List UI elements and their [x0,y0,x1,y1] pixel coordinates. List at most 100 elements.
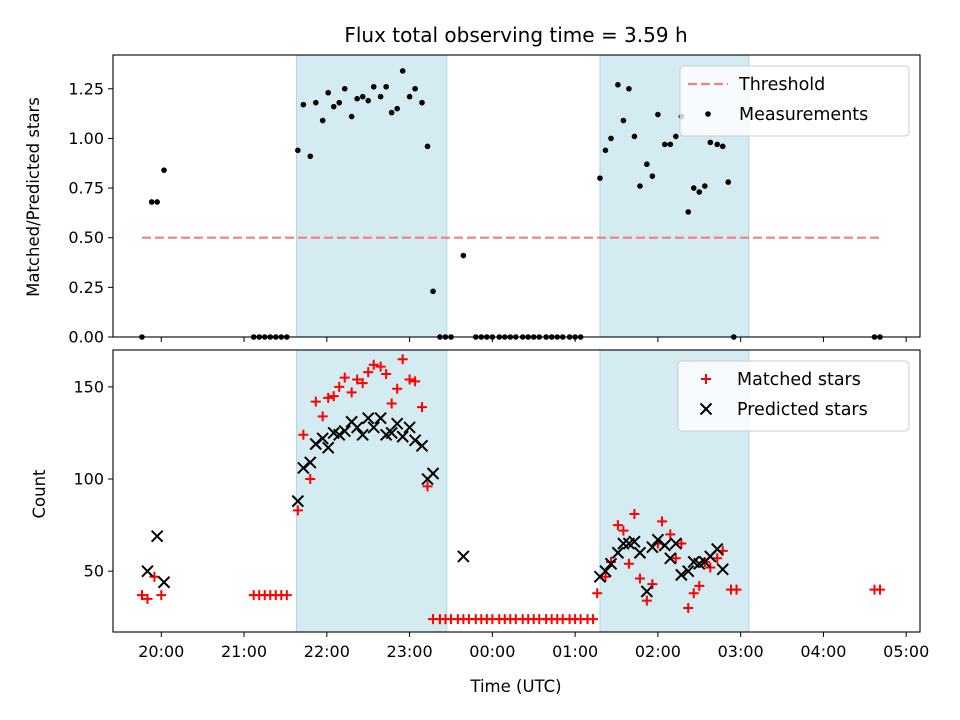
data-point [615,81,621,88]
top-plot-frame [112,54,921,338]
data-point [731,584,742,595]
data-point [142,593,153,604]
data-point [725,179,732,185]
data-point [592,588,603,599]
series-predicted-stars [141,411,729,598]
data-point [419,99,425,106]
data-point [312,99,319,106]
data-point [394,105,400,112]
y-tick-label: 0.25 [68,278,104,297]
data-point [626,85,632,92]
data-point [367,421,380,434]
data-point [292,505,303,516]
data-point [317,411,328,422]
y-tick-label: 50 [84,562,104,581]
data-point [422,481,433,492]
x-tick-label: 04:00 [800,642,846,661]
data-point [617,537,630,550]
legend-box [679,65,910,137]
data-point [321,441,335,454]
data-point [149,571,160,582]
bottom-plot-frame [112,349,921,633]
legend-label: Predicted stars [737,400,868,420]
data-point [300,101,307,108]
data-point [649,173,656,179]
data-point [719,143,726,150]
legend-marker [701,374,711,384]
legend-box [677,360,910,432]
chart-title: Flux total observing time = 3.59 h [344,23,687,47]
data-point [385,426,398,440]
data-point [628,535,641,548]
data-point [683,603,694,614]
data-point [637,183,643,189]
y-ticks-top: 0.00 0.25 0.50 0.75 1.00 1.25 [68,79,113,347]
x-ticks-bottom: 20:00 21:00 22:00 23:00 00:00 01:00 02:00 03:00… [138,632,929,661]
y-axis-label-bottom: Count [30,469,49,519]
top-panel: 0.00 0.25 0.50 0.75 1.00 1.25 Flux total obse… [24,23,921,347]
data-point [304,456,317,469]
data-point [392,383,403,394]
data-point [359,93,366,100]
data-point [406,93,413,100]
data-point [412,85,418,92]
data-point [354,95,360,102]
data-point [348,113,355,120]
y-tick-label: 150 [73,377,104,396]
data-point [707,139,714,146]
data-point [375,361,386,372]
data-point [368,359,379,370]
data-point [702,183,708,189]
x-tick-label: 22:00 [304,642,350,661]
data-point [386,398,397,409]
x-tick-label: 02:00 [635,642,681,661]
legend-bottom: Matched stars Predicted stars [677,360,910,432]
data-point [669,537,683,550]
x-axis-label: Time (UTC) [469,677,561,696]
data-point [712,553,723,564]
data-point [357,378,368,389]
x-tick-label: 23:00 [387,642,433,661]
data-point [334,381,345,392]
x-tick-label: 05:00 [883,642,929,661]
data-point [629,509,640,520]
data-point [415,439,429,453]
data-point [634,573,645,584]
data-point [664,552,677,565]
data-point [682,564,695,578]
data-point [338,424,351,438]
legend-top: Threshold Measurements [679,65,910,137]
data-point [588,614,599,625]
data-point [148,199,155,205]
series-layer-bottom [136,354,885,625]
shaded-interval-1 [295,54,448,338]
x-tick-label: 01:00 [552,642,598,661]
data-point [298,429,309,440]
data-point [460,252,467,259]
data-point [667,141,674,148]
shaded-interval-1 [295,349,448,633]
data-point [350,421,364,434]
data-point [430,288,436,295]
data-point [161,167,167,173]
data-point [644,161,650,168]
data-point [597,175,603,181]
data-point [319,117,326,124]
data-point [655,111,661,118]
data-point [397,354,408,365]
x-ticks-top [160,337,907,342]
data-point [675,568,688,582]
data-point [631,133,638,140]
data-point [696,189,703,195]
data-point [310,396,321,407]
legend-handle [705,111,711,117]
data-point [141,564,154,578]
data-point [417,402,428,413]
data-point [339,372,350,383]
y-tick-label: 0.75 [68,179,104,198]
data-point [665,529,676,540]
data-point [690,185,697,191]
x-tick-label: 00:00 [469,642,515,661]
data-point [646,541,659,554]
legend-label: Matched stars [737,370,861,390]
